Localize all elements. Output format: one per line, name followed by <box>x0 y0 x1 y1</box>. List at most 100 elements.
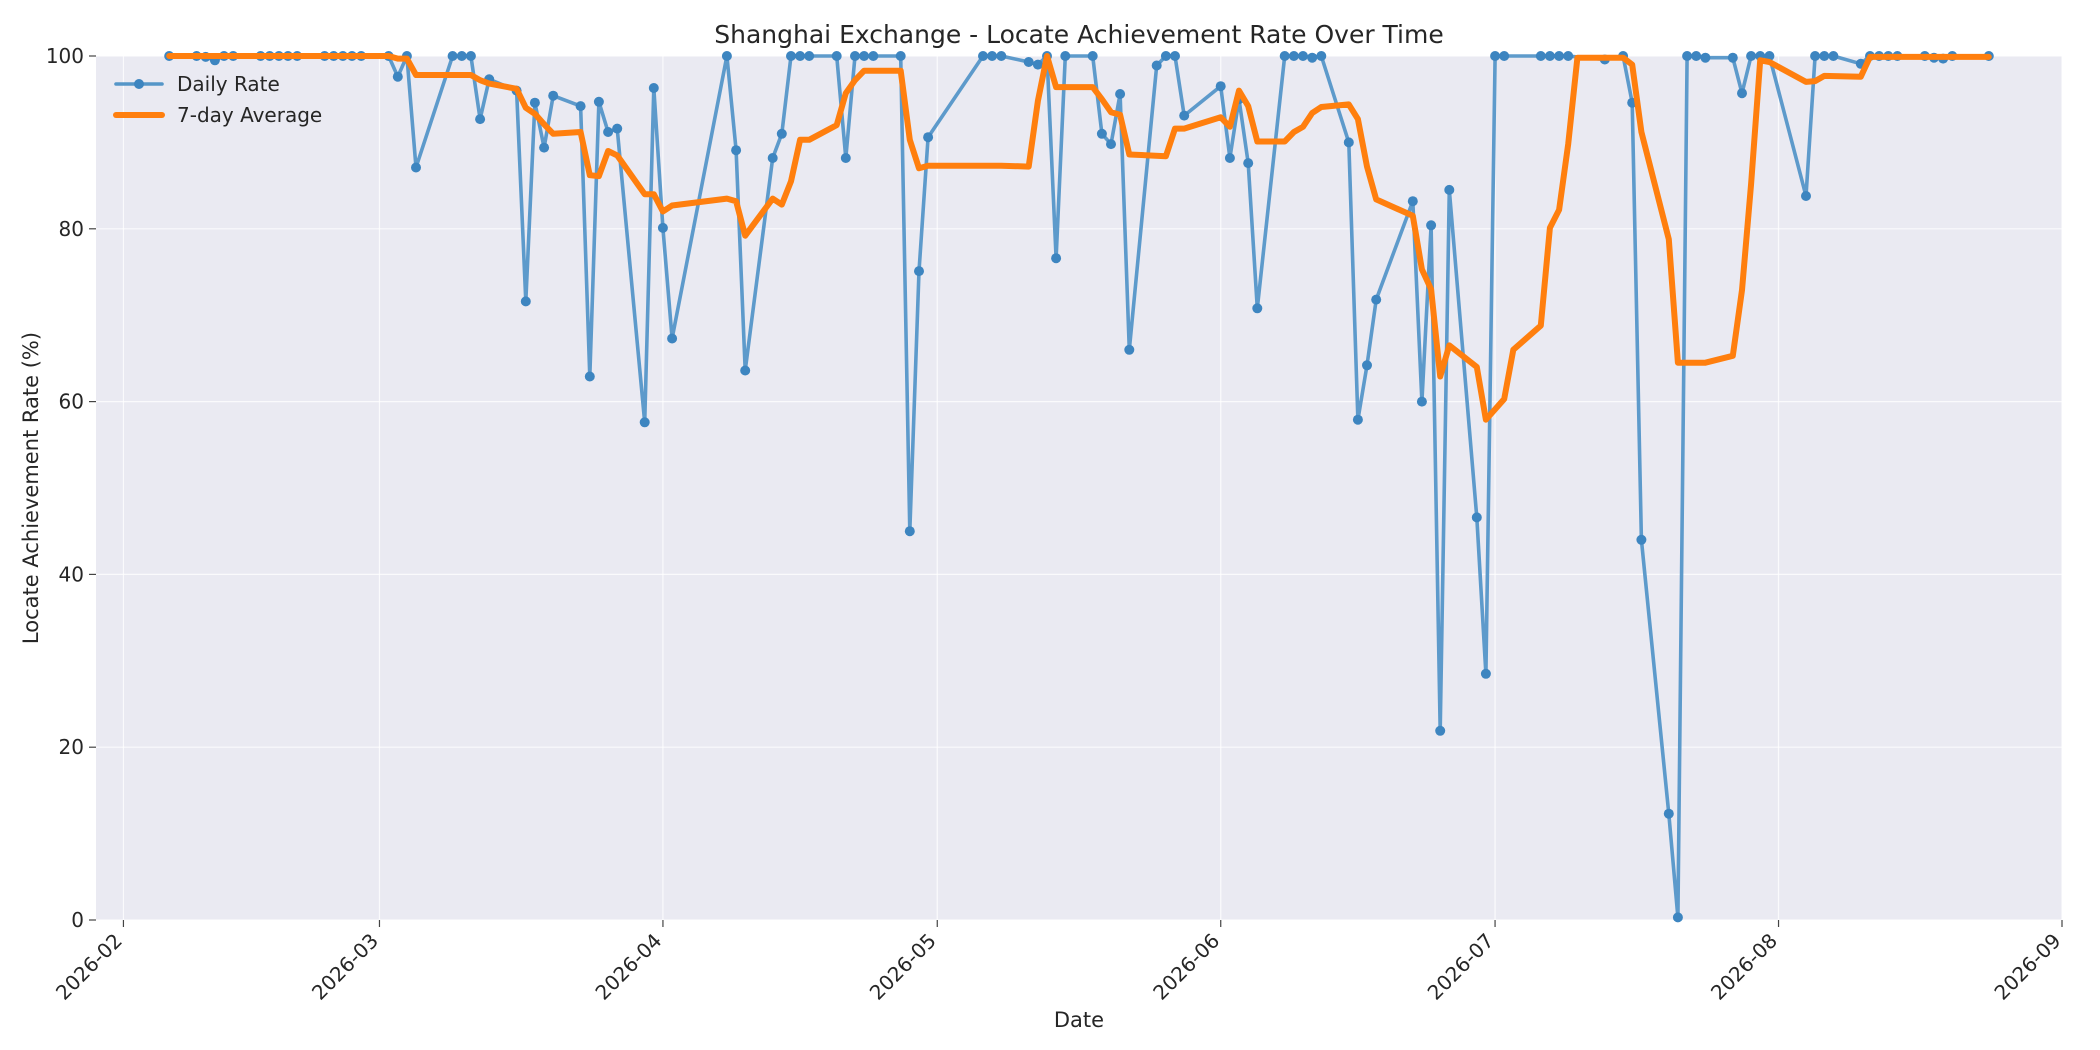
daily-rate-point <box>1801 191 1811 201</box>
daily-rate-point <box>529 97 540 108</box>
daily-rate-point <box>831 51 842 61</box>
y-axis-ticks: 0 20 40 60 80 100 <box>46 44 96 932</box>
daily-rate-point <box>1490 51 1501 61</box>
plot-area <box>96 56 2062 920</box>
y-tick-label: 0 <box>71 908 84 932</box>
daily-rate-point <box>575 101 586 112</box>
daily-rate-point <box>475 114 486 125</box>
daily-rate-point <box>1672 912 1683 923</box>
daily-rate-point <box>1700 52 1711 63</box>
daily-rate-point <box>1444 184 1455 195</box>
daily-rate-point <box>657 222 668 233</box>
daily-rate-point <box>593 96 604 107</box>
daily-rate-point <box>923 132 934 143</box>
daily-rate-point <box>1279 51 1290 61</box>
daily-rate-point <box>804 51 815 61</box>
legend-marker <box>134 79 144 89</box>
daily-rate-point <box>1810 51 1821 61</box>
daily-rate-point <box>1471 512 1482 523</box>
daily-rate-point <box>465 51 476 61</box>
daily-rate-point <box>456 51 467 61</box>
daily-rate-point <box>539 142 550 153</box>
x-axis-label: Date <box>1054 1008 1104 1032</box>
daily-rate-point <box>904 526 915 537</box>
y-tick-label: 40 <box>59 562 84 586</box>
daily-rate-point <box>1215 81 1226 92</box>
daily-rate-point <box>1179 110 1190 121</box>
series-layer <box>164 51 1994 923</box>
daily-rate-point <box>1316 51 1327 61</box>
daily-rate-point <box>1480 668 1491 679</box>
daily-rate-point <box>667 333 678 344</box>
daily-rate-point <box>1416 396 1427 407</box>
daily-rate-point <box>1298 51 1308 61</box>
daily-rate-point <box>612 123 623 134</box>
legend-item: 7-day Average <box>113 103 322 127</box>
daily-rate-point <box>584 371 595 382</box>
daily-rate-point <box>767 153 778 163</box>
legend-label: 7-day Average <box>177 103 322 127</box>
x-tick-label: 2026-05 <box>865 929 941 1005</box>
daily-rate-point <box>1288 51 1299 61</box>
seven-day-average-series <box>166 53 1992 423</box>
daily-rate-point <box>603 127 614 137</box>
daily-rate-point <box>1362 360 1372 371</box>
daily-rate-point <box>548 90 559 101</box>
x-tick-label: 2026-06 <box>1148 929 1224 1005</box>
daily-rate-point <box>1828 51 1839 61</box>
daily-rate-point <box>721 51 732 61</box>
daily-rate-point <box>1544 51 1555 61</box>
daily-rate-point <box>1727 52 1738 63</box>
daily-rate-point <box>914 266 924 277</box>
daily-rate-point <box>1407 196 1418 207</box>
daily-rate-point <box>1426 220 1437 231</box>
daily-rate-point <box>895 51 906 61</box>
daily-rate-point <box>868 51 879 61</box>
daily-rate-point <box>1371 294 1382 305</box>
daily-rate-point <box>740 365 751 376</box>
daily-rate-point <box>978 51 988 61</box>
legend-label: Daily Rate <box>177 72 280 96</box>
daily-rate-point <box>786 51 796 61</box>
daily-rate-point <box>1087 51 1098 61</box>
daily-rate-point <box>840 153 851 163</box>
x-tick-label: 2026-02 <box>51 929 127 1005</box>
daily-rate-point <box>795 51 806 61</box>
y-tick-label: 80 <box>59 217 84 241</box>
daily-rate-point <box>1554 51 1565 61</box>
daily-rate-point <box>731 145 742 156</box>
daily-rate-point <box>1746 51 1757 61</box>
daily-rate-point <box>1051 253 1062 264</box>
chart-title: Shanghai Exchange - Locate Achievement R… <box>714 20 1443 49</box>
y-tick-label: 60 <box>59 390 84 414</box>
daily-rate-point <box>520 296 531 307</box>
daily-rate-point <box>1096 128 1107 139</box>
legend-item: Daily Rate <box>114 72 280 96</box>
x-tick-label: 2026-07 <box>1423 929 1499 1005</box>
daily-rate-point <box>1435 725 1446 736</box>
daily-rate-point <box>1352 414 1363 425</box>
daily-rate-point <box>1252 303 1263 314</box>
daily-rate-point <box>1682 51 1693 61</box>
daily-rate-point <box>1819 51 1830 61</box>
daily-rate-point <box>1060 51 1071 61</box>
seven-day-average-line <box>166 53 1992 423</box>
daily-rate-point <box>1691 51 1702 61</box>
daily-rate-point <box>392 71 403 82</box>
daily-rate-point <box>1563 51 1574 61</box>
x-tick-label: 2026-04 <box>590 929 666 1005</box>
daily-rate-point <box>776 128 787 139</box>
daily-rate-point <box>1636 534 1647 545</box>
daily-rate-point <box>1170 51 1180 61</box>
daily-rate-point <box>447 51 458 61</box>
daily-rate-point <box>850 51 860 61</box>
y-tick-label: 20 <box>59 735 84 759</box>
daily-rate-point <box>1115 89 1126 99</box>
daily-rate-point <box>1160 51 1171 61</box>
daily-rate-point <box>1663 808 1674 819</box>
daily-rate-point <box>996 51 1007 61</box>
daily-rate-point <box>1224 153 1235 163</box>
daily-rate-point <box>1307 52 1318 63</box>
daily-rate-point <box>859 51 870 61</box>
